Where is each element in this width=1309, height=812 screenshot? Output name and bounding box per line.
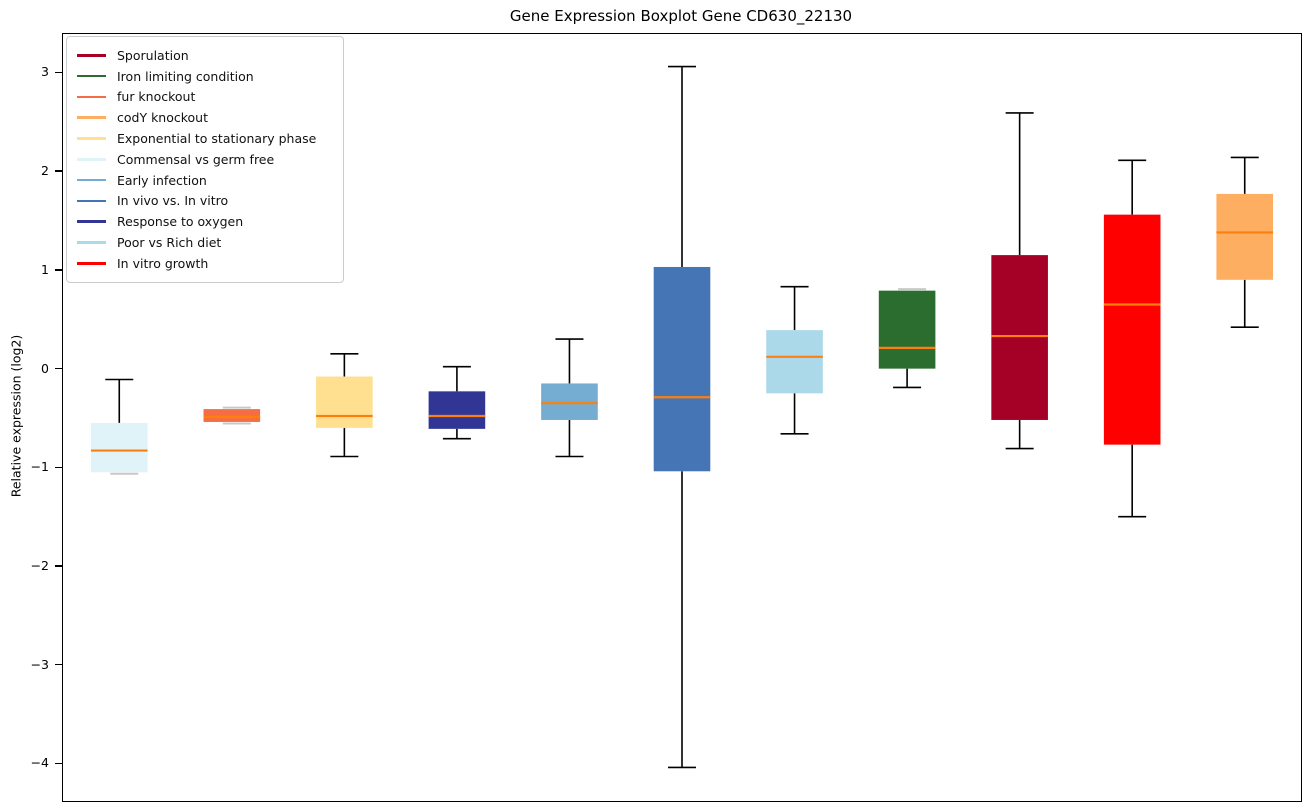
box (766, 330, 823, 394)
y-tick-label: −4 (30, 755, 49, 771)
legend-line-swatch (77, 54, 106, 57)
legend-line-swatch (77, 158, 106, 161)
legend-row-7: Early infection (77, 170, 333, 191)
box (90, 422, 148, 473)
legend-label: Poor vs Rich diet (117, 235, 222, 251)
y-tick-mark (55, 762, 62, 765)
boxplot-canvas (90, 65, 1274, 769)
legend-line-swatch (77, 137, 106, 140)
boxplot-2 (203, 406, 261, 425)
boxplot-7 (766, 285, 823, 435)
legend-row-10: Poor vs Rich diet (77, 232, 333, 253)
y-tick-mark (55, 466, 62, 469)
legend-row-5: Exponential to stationary phase (77, 128, 333, 149)
boxplot-9 (991, 112, 1048, 450)
legend-line-swatch (77, 199, 106, 203)
legend-label: fur knockout (117, 89, 196, 105)
y-tick-label: 3 (41, 64, 49, 80)
legend-line-swatch (77, 178, 106, 182)
y-tick-label: 0 (41, 360, 49, 376)
y-tick-mark (55, 71, 62, 74)
boxplot-1 (90, 378, 148, 475)
legend-line-swatch (77, 262, 106, 265)
boxplot-3 (316, 353, 373, 458)
legend-row-4: codY knockout (77, 107, 333, 128)
boxplot-11 (1216, 156, 1274, 328)
legend-row-9: Response to oxygen (77, 211, 333, 232)
legend-row-3: fur knockout (77, 87, 333, 108)
legend-label: In vitro growth (117, 255, 209, 271)
box (203, 409, 261, 422)
legend-row-1: Sporulation (77, 45, 333, 66)
legend-line-swatch (77, 220, 106, 224)
legend-label: Iron limiting condition (117, 68, 254, 84)
boxplot-4 (428, 365, 486, 440)
legend-line-swatch (77, 95, 106, 99)
y-tick-label: 2 (41, 163, 49, 179)
legend: Sporulation Iron limiting condition fur kn… (66, 36, 344, 283)
box (878, 290, 936, 369)
box (541, 383, 598, 420)
y-tick-mark (55, 565, 62, 567)
legend-line-swatch (77, 74, 106, 78)
y-tick-label: −3 (30, 656, 49, 672)
box (653, 266, 711, 472)
legend-label: Early infection (117, 172, 207, 188)
boxplot-10 (1103, 159, 1161, 518)
y-tick-label: −1 (30, 459, 49, 475)
legend-line-swatch (77, 116, 106, 120)
legend-label: Sporulation (117, 47, 189, 63)
legend-row-2: Iron limiting condition (77, 66, 333, 87)
boxplot-6 (653, 65, 711, 769)
y-tick-label: 1 (41, 261, 49, 277)
box (991, 255, 1048, 420)
legend-row-6: Commensal vs germ free (77, 149, 333, 170)
box (1216, 193, 1274, 280)
legend-label: codY knockout (117, 110, 209, 126)
legend-label: In vivo vs. In vitro (117, 193, 229, 209)
legend-line-swatch (77, 241, 106, 244)
legend-label: Exponential to stationary phase (117, 131, 317, 147)
chart-title: Gene Expression Boxplot Gene CD630_22130 (509, 7, 853, 25)
y-tick-mark (55, 269, 62, 271)
legend-label: Response to oxygen (117, 214, 244, 230)
y-tick-mark (55, 367, 62, 370)
y-tick-mark (55, 170, 62, 172)
y-tick-mark (55, 664, 62, 666)
box (1103, 214, 1161, 445)
y-tick-label: −2 (30, 558, 49, 574)
box (428, 391, 486, 429)
legend-label: Commensal vs germ free (117, 151, 275, 167)
legend-row-8: In vivo vs. In vitro (77, 191, 333, 212)
boxplot-5 (541, 338, 598, 458)
box (316, 376, 373, 428)
legend-row-11: In vitro growth (77, 253, 333, 274)
boxplot-8 (878, 288, 936, 389)
